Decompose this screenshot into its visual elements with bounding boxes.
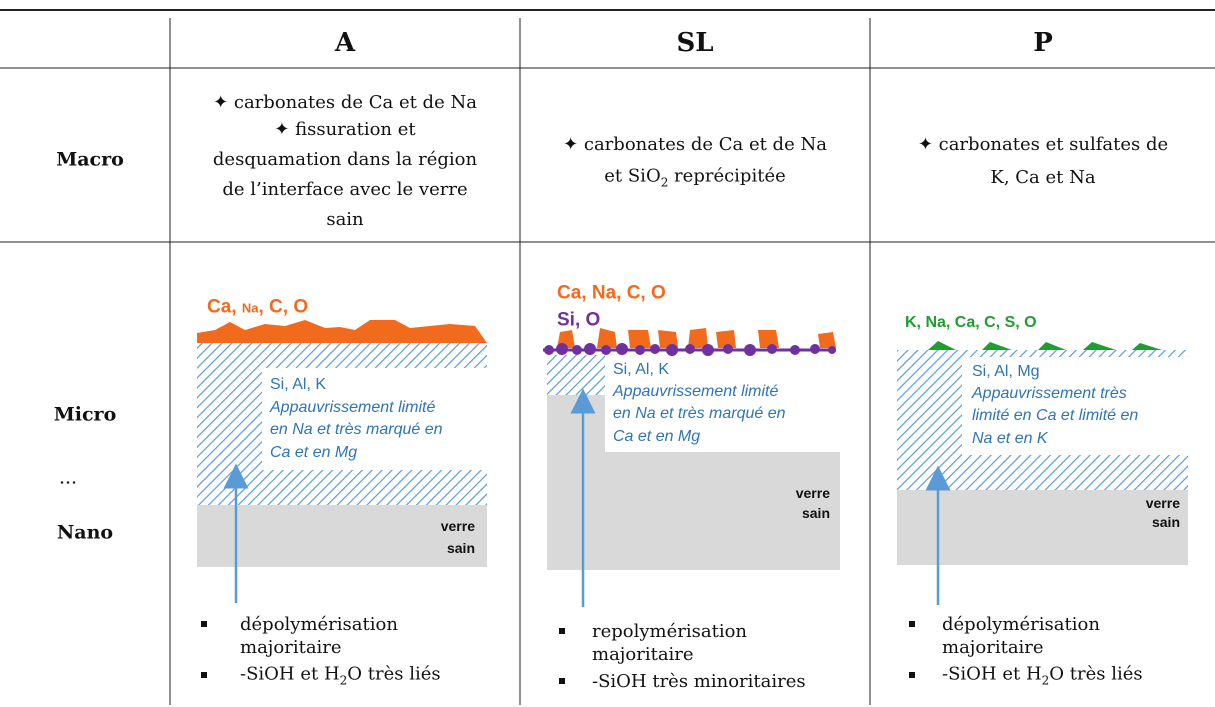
- layer-note: Ca et en Mg: [613, 428, 701, 445]
- deposit-label: Si, O: [557, 309, 601, 331]
- diagram-sl: [543, 328, 840, 684]
- text-part: 2: [660, 175, 669, 190]
- layer-note: en Na et très marqué en: [613, 405, 786, 422]
- macro-text: ✦ carbonates et sulfates de: [917, 134, 1169, 155]
- layer-note: Appauvrissement limité: [270, 399, 436, 416]
- bullet-text: dépolymérisation: [942, 614, 1100, 635]
- column-header: P: [1033, 28, 1053, 58]
- layer-note: Appauvrissement limité: [613, 383, 779, 400]
- bullet-text: majoritaire: [942, 637, 1044, 658]
- layer-label: Si, Al, K: [613, 361, 670, 378]
- row-label: Micro: [53, 403, 117, 426]
- deposit-label: K, Na, Ca, C, S, O: [905, 314, 1037, 331]
- macro-text: ✦ fissuration et: [274, 119, 416, 140]
- text-part: et SiO: [604, 165, 661, 187]
- bullet-text: repolymérisation: [592, 621, 748, 642]
- glass-label: verre: [1145, 495, 1180, 511]
- text-part: -SiOH et H: [240, 663, 340, 685]
- bullet-text: majoritaire: [592, 644, 694, 665]
- glass-label: sain: [446, 540, 475, 556]
- diagram-p: [897, 341, 1188, 678]
- macro-text: ✦ carbonates de Ca et de Na: [563, 134, 827, 155]
- layer-note: limité en Ca et limité en: [972, 407, 1139, 424]
- layer-note: Na et en K: [972, 430, 1048, 447]
- macro-text: et SiO2 reprécipitée: [604, 165, 786, 190]
- text-part: 2: [1041, 673, 1050, 688]
- row-label: ...: [58, 466, 78, 489]
- glass-label: verre: [440, 518, 475, 534]
- diagram-a: [197, 320, 487, 678]
- macro-text: sain: [326, 209, 364, 230]
- text-part: Na: [241, 300, 259, 316]
- text-part: O très liés: [347, 663, 441, 685]
- table-rules: [0, 9, 1215, 705]
- glass-label: verre: [795, 485, 830, 501]
- deposit-label: Ca, Na, C, O: [207, 298, 308, 317]
- column-header: A: [334, 28, 356, 58]
- text-part: 2: [339, 673, 348, 688]
- bullet-text: majoritaire: [240, 637, 342, 658]
- row-label: Nano: [56, 521, 114, 544]
- macro-text: desquamation dans la région: [212, 149, 478, 170]
- glass-label: sain: [1151, 514, 1180, 530]
- macro-text: K, Ca et Na: [990, 167, 1096, 188]
- layer-label: Si, Al, K: [270, 376, 327, 393]
- text-part: reprécipitée: [668, 165, 786, 187]
- macro-text: ✦ carbonates de Ca et de Na: [213, 92, 477, 113]
- glass-label: sain: [801, 505, 830, 521]
- bullet-text: -SiOH et H2O très liés: [240, 663, 441, 688]
- layer-label: Si, Al, Mg: [972, 363, 1040, 380]
- layer-note: Ca et en Mg: [270, 444, 358, 461]
- text-part: Ca,: [207, 296, 242, 318]
- text-part: -SiOH et H: [942, 663, 1042, 685]
- bullet-text: -SiOH très minoritaires: [592, 671, 806, 692]
- bullet-text: dépolymérisation: [240, 614, 398, 635]
- text-part: , C, O: [258, 296, 309, 318]
- text-part: O très liés: [1049, 663, 1143, 685]
- row-label: Macro: [56, 148, 124, 171]
- column-header: SL: [676, 28, 714, 58]
- macro-text: de l’interface avec le verre: [222, 179, 468, 200]
- layer-note: Appauvrissement très: [972, 385, 1127, 402]
- deposit-label: Ca, Na, C, O: [557, 282, 666, 304]
- layer-note: en Na et très marqué en: [270, 421, 443, 438]
- bullet-text: -SiOH et H2O très liés: [942, 663, 1143, 688]
